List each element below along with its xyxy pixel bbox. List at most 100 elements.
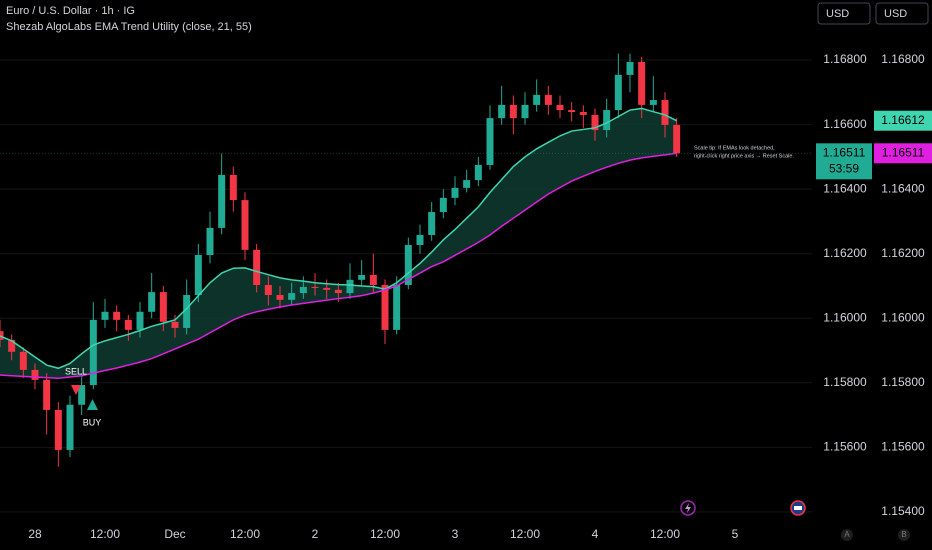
- candle-body: [323, 287, 331, 290]
- candle-body: [253, 249, 261, 286]
- candle-body: [358, 275, 366, 280]
- y-tick-label: 1.16800: [823, 52, 867, 66]
- candle-body: [673, 124, 681, 154]
- grid: [0, 59, 812, 513]
- ema-line: [0, 107, 678, 370]
- x-tick-label: 28: [28, 527, 42, 541]
- chart-subtitle: Shezab AlgoLabs EMA Trend Utility (close…: [6, 21, 252, 33]
- ema-badge: [874, 143, 932, 164]
- x-tick-label: 3: [452, 527, 459, 541]
- candle-body: [288, 293, 296, 300]
- candle-body: [113, 311, 121, 320]
- y-tick-label: 1.16400: [881, 181, 925, 195]
- axis-badge[interactable]: [898, 529, 910, 541]
- candle-body: [19, 351, 27, 370]
- candle-body: [101, 311, 109, 320]
- candle-body: [649, 100, 657, 105]
- buy-label: BUY: [83, 417, 102, 427]
- candle-body: [43, 379, 51, 410]
- candle-body: [614, 74, 622, 111]
- x-tick-label: Dec: [164, 527, 185, 541]
- candle-body: [311, 286, 319, 288]
- countdown-label: 53:59: [829, 161, 859, 175]
- y-tick-label: 1.15600: [881, 440, 925, 454]
- candle-body: [369, 275, 377, 286]
- y-tick-label: 1.16200: [881, 246, 925, 260]
- x-tick-label: 12:00: [90, 527, 120, 541]
- currency-button[interactable]: [875, 2, 929, 25]
- y-tick-label: 1.15800: [823, 375, 867, 389]
- x-tick-label: 5: [732, 527, 739, 541]
- y-tick-label: 1.16400: [823, 181, 867, 195]
- y-tick-label: 1.16600: [823, 117, 867, 131]
- candle-body: [8, 339, 16, 352]
- ema-badge-label: 1.16612: [881, 113, 925, 127]
- candle-body: [78, 385, 86, 405]
- candle-body: [159, 292, 167, 322]
- y-tick-label: 1.15600: [823, 440, 867, 454]
- candle-body: [334, 289, 342, 294]
- ema-fill: [0, 108, 677, 379]
- candle-body: [451, 187, 459, 198]
- candle-body: [206, 227, 214, 255]
- event-icon-glyph: [685, 503, 691, 513]
- ema-badge-label: 1.16511: [882, 145, 925, 159]
- candle-body: [31, 369, 39, 380]
- axis-badge[interactable]: [841, 529, 853, 541]
- annotation: right-click right price axis → Reset Sca…: [694, 153, 794, 159]
- currency-button[interactable]: [817, 2, 871, 25]
- candle-body: [89, 319, 97, 386]
- currency-label: USD: [884, 8, 907, 20]
- candle-body: [474, 164, 482, 181]
- candle-body: [299, 286, 307, 294]
- candle-body: [393, 285, 401, 330]
- event-icon[interactable]: [680, 500, 696, 516]
- candle-body: [54, 409, 62, 450]
- y-tick-label: 1.15800: [881, 375, 925, 389]
- axis-badge-label: A: [844, 530, 850, 539]
- candle-body: [241, 200, 249, 250]
- candle-body: [276, 295, 284, 300]
- y-tick-label: 1.16000: [823, 310, 867, 324]
- candle-body: [428, 212, 436, 235]
- candle-body: [416, 234, 424, 245]
- candle-body: [264, 285, 272, 296]
- axis-badge-label: B: [901, 530, 906, 539]
- candle-body: [626, 61, 634, 75]
- candle-body: [346, 279, 354, 294]
- candle-body: [638, 61, 646, 105]
- candle-body: [498, 104, 506, 119]
- candle-body: [124, 319, 132, 330]
- candle-body: [603, 110, 611, 131]
- sell-arrow: [71, 385, 81, 395]
- candle-body: [194, 254, 202, 296]
- y-tick-label: 1.16000: [881, 310, 925, 324]
- x-tick-label: 4: [592, 527, 599, 541]
- y-tick-label: 1.16200: [823, 246, 867, 260]
- candle-body: [463, 180, 471, 188]
- ema-line: [0, 152, 677, 380]
- candle-body: [579, 112, 587, 115]
- x-tick-label: 2: [312, 527, 319, 541]
- candle-body: [544, 94, 552, 105]
- candle-body: [556, 104, 564, 111]
- x-tick-label: 12:00: [650, 527, 680, 541]
- candle-body: [568, 110, 576, 113]
- ema-badge: [874, 110, 932, 131]
- sell-label: SELL: [65, 366, 87, 376]
- chart-title: Euro / U.S. Dollar · 1h · IG: [6, 5, 135, 17]
- candle-body: [218, 174, 226, 228]
- candle-body: [661, 100, 669, 125]
- candle-body: [171, 321, 179, 328]
- annotation: Scale tip: If EMAs look detached,: [694, 145, 775, 151]
- candle-body: [521, 104, 529, 119]
- candle-body: [533, 94, 541, 105]
- event-flag-glyph: [794, 506, 802, 510]
- y-tick-label: 1.16800: [881, 52, 925, 66]
- candle-body: [486, 118, 494, 165]
- plot: [0, 53, 812, 467]
- buy-arrow: [87, 399, 98, 410]
- x-tick-label: 12:00: [510, 527, 540, 541]
- candle-body: [136, 311, 144, 330]
- y-tick-label: 1.15400: [881, 504, 925, 518]
